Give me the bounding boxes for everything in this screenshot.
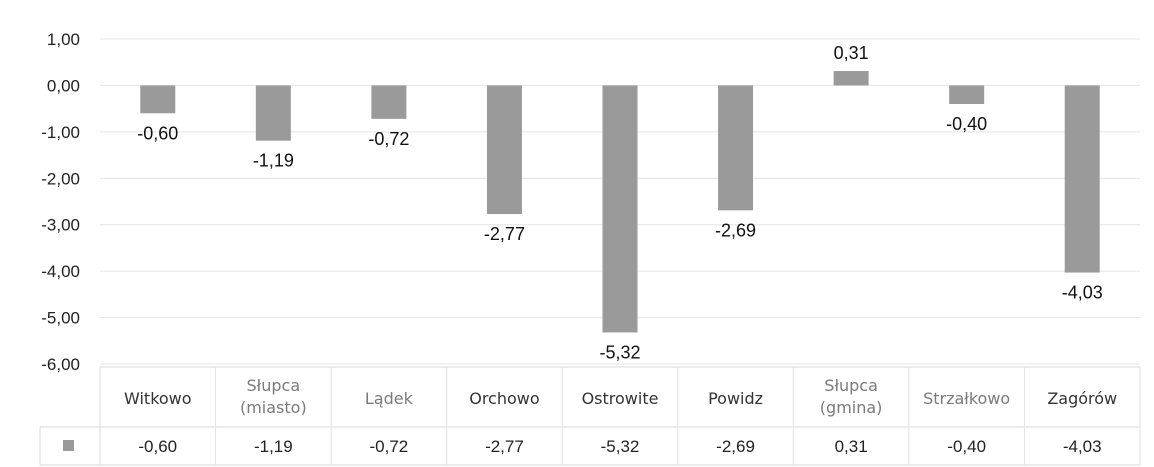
data-label: -0,40 — [946, 114, 987, 134]
data-table: Witkowo -0,60 Słupca (miasto) -1,19 Lądek -0,7… — [39, 366, 1141, 466]
table-value: -1,19 — [254, 437, 293, 456]
y-tick-label: -3,00 — [41, 216, 80, 235]
data-label: -5,32 — [599, 342, 640, 362]
bar — [255, 85, 291, 141]
table-value: -2,69 — [716, 437, 755, 456]
table-value: -0,72 — [370, 437, 409, 456]
y-tick-label: -5,00 — [41, 309, 80, 328]
category-label: Słupca (miasto) — [240, 376, 307, 417]
data-label: -2,69 — [715, 220, 756, 240]
data-label: -0,60 — [137, 123, 178, 143]
bar — [602, 85, 638, 333]
category-label: Strzałkowo — [923, 389, 1010, 408]
y-axis: 1,00 0,00 -1,00 -2,00 -3,00 -4,00 -5,00 -6,00 — [41, 30, 80, 374]
category-label: Zagórów — [1047, 389, 1117, 408]
data-label: -2,77 — [484, 224, 525, 244]
y-tick-label: 0,00 — [47, 76, 80, 95]
bars — [140, 71, 1100, 333]
table-value: -0,40 — [947, 437, 986, 456]
y-tick-label: -1,00 — [41, 123, 80, 142]
data-label: 0,31 — [834, 43, 869, 63]
bar — [949, 85, 985, 104]
category-label: Słupca (gmina) — [820, 376, 883, 417]
category-label: Powidz — [708, 389, 763, 408]
data-labels: -0,60 -1,19 -0,72 -2,77 -5,32 -2,69 0,31 -0,40 -… — [137, 43, 1102, 362]
y-tick-label: -2,00 — [41, 169, 80, 188]
table-value: -4,03 — [1063, 437, 1102, 456]
y-tick-label: 1,00 — [47, 30, 80, 49]
bar — [1064, 85, 1100, 273]
bar — [833, 71, 869, 86]
bar — [140, 85, 176, 114]
data-label: -4,03 — [1062, 283, 1103, 303]
category-label: Orchowo — [469, 389, 539, 408]
table-value: -2,77 — [485, 437, 524, 456]
table-value: -0,60 — [138, 437, 177, 456]
category-label: Witkowo — [124, 389, 192, 408]
bar — [371, 85, 407, 119]
category-label: Lądek — [365, 389, 414, 408]
table-value: -5,32 — [601, 437, 640, 456]
y-tick-label: -4,00 — [41, 262, 80, 281]
bar — [718, 85, 754, 211]
table-value: 0,31 — [835, 437, 868, 456]
data-label: -0,72 — [368, 129, 409, 149]
data-label: -1,19 — [253, 151, 294, 171]
category-label: Ostrowite — [582, 389, 659, 408]
legend-key — [63, 440, 74, 451]
y-tick-label: -6,00 — [41, 355, 80, 374]
bar — [486, 85, 522, 215]
